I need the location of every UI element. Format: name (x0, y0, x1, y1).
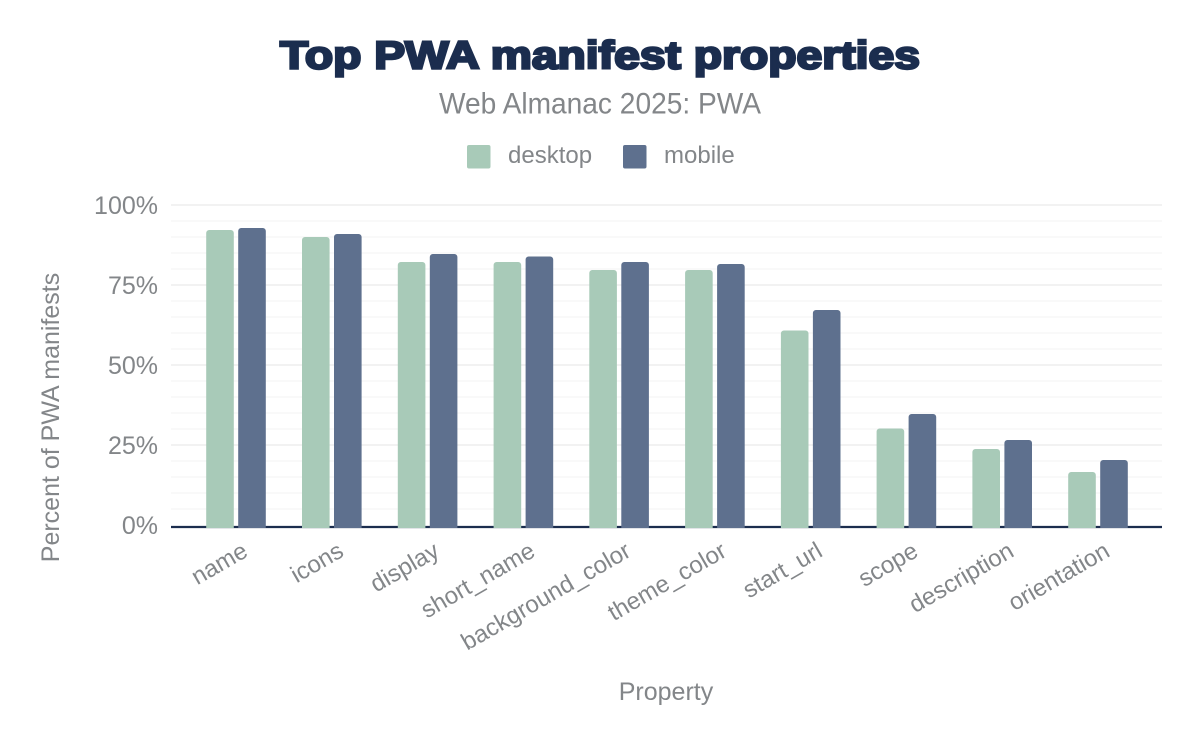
svg-text:scope: scope (854, 537, 923, 592)
svg-text:75%: 75% (108, 272, 158, 300)
svg-text:mobile: mobile (664, 142, 735, 169)
svg-text:Property: Property (619, 678, 714, 706)
svg-text:desktop: desktop (508, 142, 592, 169)
svg-text:0%: 0% (122, 512, 158, 540)
svg-text:Web Almanac 2025: PWA: Web Almanac 2025: PWA (439, 88, 761, 121)
svg-text:start_url: start_url (738, 537, 827, 604)
svg-text:orientation: orientation (1004, 537, 1115, 616)
svg-text:background_color: background_color (457, 537, 636, 656)
svg-text:25%: 25% (108, 432, 158, 460)
svg-text:name: name (187, 537, 253, 590)
svg-text:icons: icons (286, 537, 348, 588)
svg-text:display: display (366, 537, 444, 598)
svg-text:Percent of PWA manifests: Percent of PWA manifests (37, 273, 65, 562)
svg-text:50%: 50% (108, 352, 158, 380)
svg-text:100%: 100% (94, 192, 158, 220)
svg-text:Top PWA manifest properties: Top PWA manifest properties (280, 35, 920, 78)
svg-text:description: description (904, 537, 1018, 618)
